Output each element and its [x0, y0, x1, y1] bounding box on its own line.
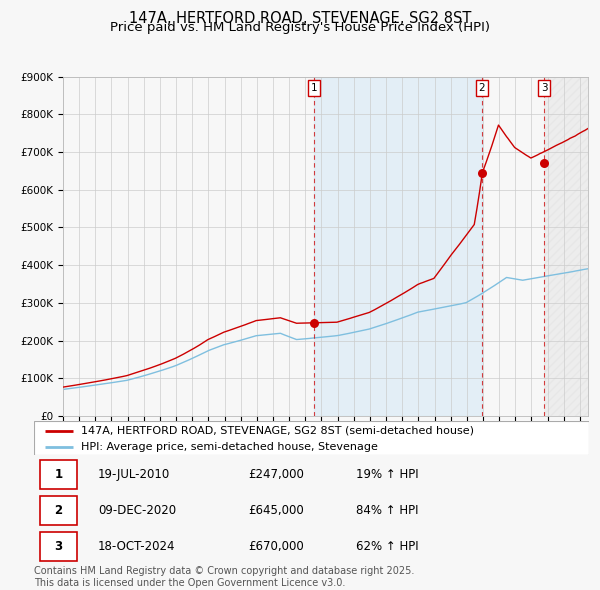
- Bar: [40, 460, 77, 489]
- Text: 3: 3: [541, 83, 548, 93]
- Text: 147A, HERTFORD ROAD, STEVENAGE, SG2 8ST (semi-detached house): 147A, HERTFORD ROAD, STEVENAGE, SG2 8ST …: [82, 426, 475, 436]
- Text: 1: 1: [55, 468, 62, 481]
- Text: 147A, HERTFORD ROAD, STEVENAGE, SG2 8ST: 147A, HERTFORD ROAD, STEVENAGE, SG2 8ST: [129, 11, 471, 25]
- Text: £670,000: £670,000: [248, 540, 304, 553]
- Text: 84% ↑ HPI: 84% ↑ HPI: [356, 504, 419, 517]
- Text: 09-DEC-2020: 09-DEC-2020: [98, 504, 176, 517]
- Text: 1: 1: [311, 83, 317, 93]
- Text: 19-JUL-2010: 19-JUL-2010: [98, 468, 170, 481]
- Text: 62% ↑ HPI: 62% ↑ HPI: [356, 540, 419, 553]
- Text: 18-OCT-2024: 18-OCT-2024: [98, 540, 176, 553]
- Bar: [544, 77, 588, 416]
- Text: Contains HM Land Registry data © Crown copyright and database right 2025.
This d: Contains HM Land Registry data © Crown c…: [34, 566, 415, 588]
- Text: HPI: Average price, semi-detached house, Stevenage: HPI: Average price, semi-detached house,…: [82, 441, 378, 451]
- Text: 2: 2: [55, 504, 62, 517]
- Text: £247,000: £247,000: [248, 468, 304, 481]
- Text: 2: 2: [478, 83, 485, 93]
- Bar: [40, 496, 77, 525]
- Text: 3: 3: [55, 540, 62, 553]
- Bar: [314, 77, 482, 416]
- Bar: [40, 532, 77, 560]
- Text: Price paid vs. HM Land Registry's House Price Index (HPI): Price paid vs. HM Land Registry's House …: [110, 21, 490, 34]
- Text: £645,000: £645,000: [248, 504, 304, 517]
- Text: 19% ↑ HPI: 19% ↑ HPI: [356, 468, 419, 481]
